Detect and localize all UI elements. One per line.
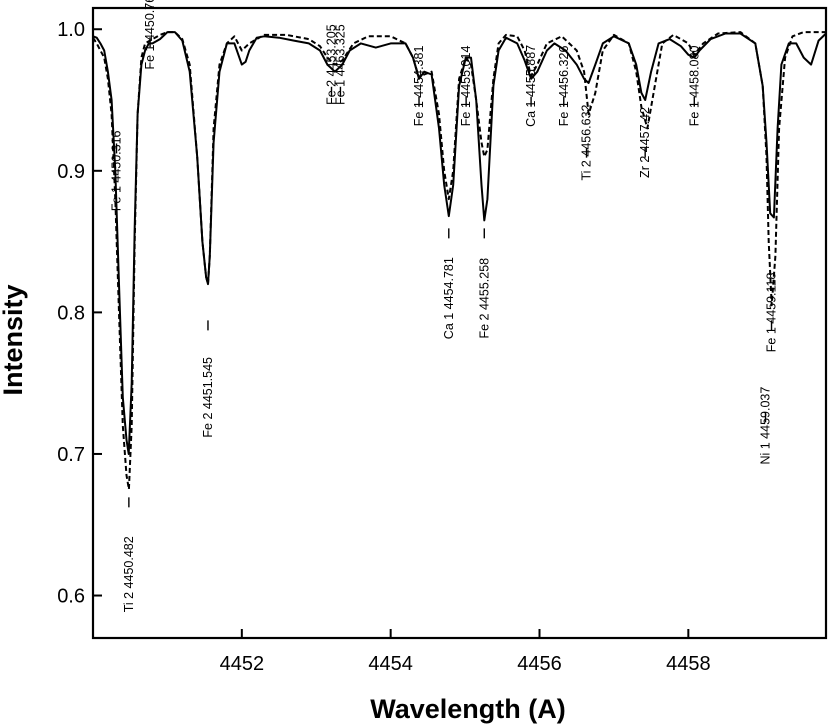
line-label: Fe 1 4458.080 [687,46,701,127]
x-tick-label: 4458 [666,653,711,675]
line-label: Fe 2 4453.205 [325,24,339,105]
y-tick-label: 1.0 [57,19,85,41]
line-label: Ni 1 4459.037 [759,387,773,465]
line-label: Fe 1 4453.325 [333,24,347,105]
x-tick-label: 4456 [517,653,562,675]
line-labels-group: Ti 2 4450.482 Fe 1 4450.316 Fe 1 4450.767 F… [110,0,779,612]
y-tick-label: 0.9 [57,161,85,183]
series-line-solid [92,31,827,455]
x-tick-label: 4454 [368,653,413,675]
line-label: Ca 1 4455.887 [524,45,538,127]
y-tick-label: 0.7 [57,444,85,466]
line-label: Ca 1 4454.781 [442,257,456,339]
line-label: Zr 2 4457.42 [638,107,652,178]
y-axis-title: Intensity [0,284,28,395]
line-label: Fe 1 4450.767 [143,0,157,70]
x-tick-label: 4452 [220,653,265,675]
line-label: Fe 1 4455.014 [459,46,473,127]
line-label: Fe 1 4459.118 [765,273,779,353]
line-label: Ti 2 4450.482 [122,536,136,612]
line-label: Fe 1 4454.381 [412,46,426,127]
plot-frame [91,6,828,640]
y-tick-label: 0.6 [57,586,85,608]
line-label: Fe 1 4456.326 [557,46,571,127]
line-label: Fe 1 4450.316 [110,130,124,211]
line-label: Fe 2 4455.258 [477,258,491,339]
axis-ticks: 0.6 0.7 0.8 0.9 1.0 4452 4454 4456 4458 [57,19,710,675]
line-label: Ti 2 4456.632 [580,104,594,180]
line-label: Fe 2 4451.545 [201,357,215,438]
x-axis-title: Wavelength (A) [370,694,566,724]
series-group [92,31,827,491]
series-line-dashed [92,31,826,491]
y-tick-label: 0.8 [57,302,85,324]
